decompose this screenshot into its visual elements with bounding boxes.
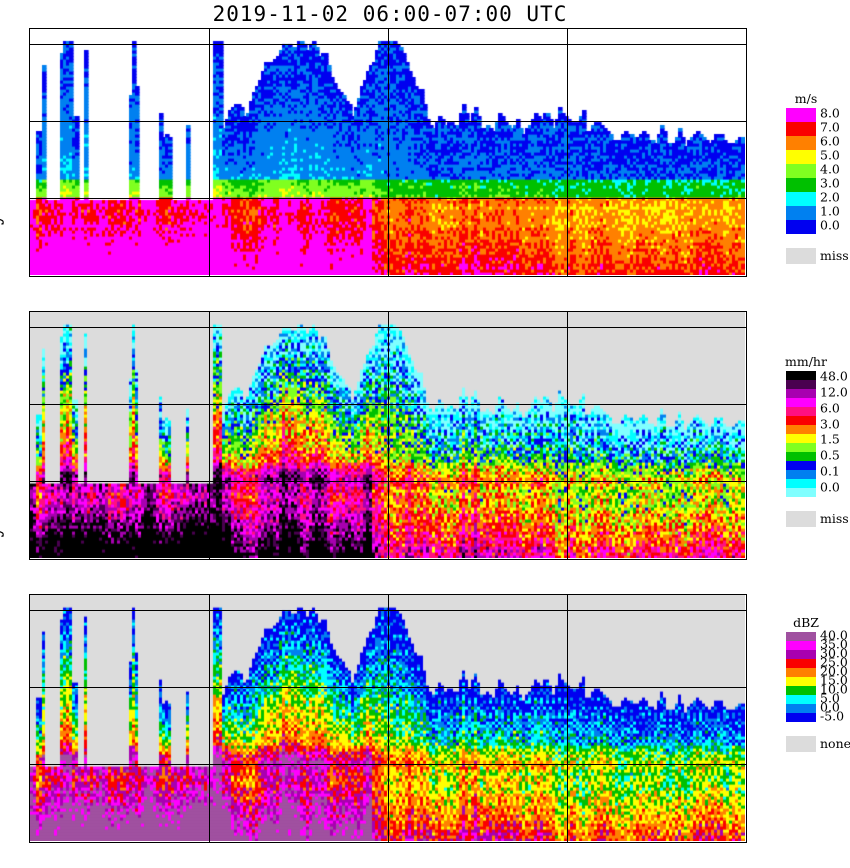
colorbar-swatch [786, 632, 816, 641]
colorbar-swatch [786, 136, 816, 150]
colorbar-level-label: 40.0 [820, 627, 848, 643]
colorbar-swatch [786, 713, 816, 722]
colorbar-swatch [786, 434, 816, 443]
colorbar-swatch [786, 641, 816, 650]
colorbar-swatch [786, 704, 816, 713]
colorbar-level-label: 2.0 [820, 189, 840, 205]
panel-rain-intensity-ylabel: Rain Intensity [0, 213, 4, 363]
ytick-mark-0km [746, 276, 747, 277]
ytick-mark-2km [746, 121, 747, 122]
colorbar-level-label: 0.5 [820, 447, 840, 463]
colorbar-missing-swatch [786, 736, 816, 752]
ytick-mark-3km [746, 610, 747, 611]
ytick-mark-1km [746, 198, 747, 199]
ytick-mark-1km [746, 764, 747, 765]
colorbar-swatch [786, 380, 816, 389]
panel-fall-velocity-ylabel: Fall Velocity [0, 0, 4, 80]
colorbar-swatch [786, 389, 816, 398]
colorbar-level-label: 5.0 [820, 690, 840, 706]
colorbar-level-label: -5.0 [820, 708, 845, 724]
colorbar-swatch [786, 425, 816, 434]
colorbar-fall-velocity: m/s 8.0 7.0 6.0 5.0 4.0 3.0 2.0 1.0 0.0 miss [786, 91, 849, 268]
colorbar-missing-label: none [820, 736, 850, 751]
colorbar-level-label: 48.0 [820, 368, 848, 384]
colorbar-missing-label: miss [820, 511, 849, 526]
colorbar-level-label: 6.0 [820, 133, 840, 149]
colorbar-missing-swatch [786, 248, 816, 264]
colorbar-swatch [786, 650, 816, 659]
ytick-mark-0km [746, 559, 747, 560]
colorbar-swatch [786, 452, 816, 461]
colorbar-level-label: 25.0 [820, 654, 848, 670]
colorbar-swatch [786, 108, 816, 122]
colorbar-swatch [786, 371, 816, 380]
colorbar-swatch [786, 443, 816, 452]
colorbar-swatch [786, 164, 816, 178]
colorbar-unit-fall-velocity: m/s [794, 91, 818, 106]
colorbar-swatch [786, 686, 816, 695]
colorbar-swatch [786, 668, 816, 677]
colorbar-reflectivity: dBZ 40.0 35.0 30.0 25.0 20.0 15.0 10.0 5.0 0.0 -5… [786, 615, 850, 792]
colorbar-missing-label: miss [820, 248, 849, 263]
colorbar-swatch [786, 122, 816, 136]
colorbar-swatch [786, 461, 816, 470]
panel-reflectivity-ylabel: Reflectivity [0, 525, 4, 646]
colorbar-swatch [786, 695, 816, 704]
plot-fall-velocity[interactable]: 3 km2 km1 km0 km06:0006:1506:3006:4507:0… [29, 28, 747, 277]
colorbar-swatch [786, 479, 816, 488]
ytick-mark-2km [746, 687, 747, 688]
colorbar-level-label: 0.0 [820, 217, 840, 233]
panel-rain-intensity: Rain Intensity 3 km2 km1 km0 km06:0006:1… [0, 213, 850, 583]
colorbar-swatch [786, 150, 816, 164]
colorbar-level-label: 15.0 [820, 672, 848, 688]
colorbar-swatch [786, 206, 816, 220]
colorbar-swatch [786, 659, 816, 668]
plot-reflectivity[interactable]: 3 km2 km1 km0 km06:0006:1506:3006:4507:0… [29, 594, 747, 843]
colorbar-swatch [786, 407, 816, 416]
colorbar-swatch [786, 398, 816, 407]
ytick-mark-3km [746, 327, 747, 328]
colorbar-level-label: 20.0 [820, 663, 848, 679]
colorbar-level-label: 8.0 [820, 105, 840, 121]
ytick-mark-3km [746, 44, 747, 45]
page-title: 2019-11-02 06:00-07:00 UTC [212, 2, 568, 26]
colorbar-level-label: 7.0 [820, 119, 840, 135]
colorbar-level-label: 3.0 [820, 175, 840, 191]
colorbar-swatch [786, 192, 816, 206]
colorbar-level-label: 0.0 [820, 479, 840, 495]
colorbar-missing-swatch [786, 511, 816, 527]
colorbar-swatch [786, 488, 816, 497]
colorbar-level-label: 6.0 [820, 400, 840, 416]
colorbar-swatches-rain-intensity: 48.0 12.0 6.0 3.0 1.5 0.5 0.1 0.0 miss [786, 369, 849, 527]
colorbar-level-label: 10.0 [820, 681, 848, 697]
colorbar-level-label: 35.0 [820, 636, 848, 652]
colorbar-level-label: 0.0 [820, 699, 840, 715]
colorbar-rain-intensity: mm/hr 48.0 12.0 6.0 3.0 1.5 0.5 0.1 0.0 miss [785, 354, 849, 531]
colorbar-level-label: 4.0 [820, 161, 840, 177]
colorbar-unit-rain-intensity: mm/hr [785, 354, 827, 369]
colorbar-level-label: 1.0 [820, 203, 840, 219]
colorbar-unit-reflectivity: dBZ [793, 615, 819, 630]
colorbar-swatch [786, 677, 816, 686]
colorbar-level-label: 5.0 [820, 147, 840, 163]
colorbar-level-label: 3.0 [820, 416, 840, 432]
colorbar-swatch [786, 220, 816, 234]
colorbar-swatch [786, 470, 816, 479]
colorbar-level-label: 30.0 [820, 645, 848, 661]
colorbar-level-label: 12.0 [820, 384, 848, 400]
ytick-mark-0km [746, 842, 747, 843]
ytick-mark-1km [746, 481, 747, 482]
colorbar-level-label: 1.5 [820, 431, 840, 447]
panel-fall-velocity: Fall Velocity 3 km2 km1 km0 km06:0006:15… [0, 0, 850, 300]
colorbar-swatch [786, 416, 816, 425]
colorbar-level-label: 0.1 [820, 463, 840, 479]
colorbar-swatches-fall-velocity: 8.0 7.0 6.0 5.0 4.0 3.0 2.0 1.0 0.0 miss [786, 105, 849, 264]
ytick-mark-2km [746, 404, 747, 405]
panel-reflectivity: Reflectivity 3 km2 km1 km0 km06:0006:150… [0, 526, 850, 866]
plot-rain-intensity[interactable]: 3 km2 km1 km0 km06:0006:1506:3006:4507:0… [29, 311, 747, 560]
colorbar-swatches-reflectivity: 40.0 35.0 30.0 25.0 20.0 15.0 10.0 5.0 0.0 -5.0 no… [786, 628, 850, 752]
colorbar-swatch [786, 178, 816, 192]
